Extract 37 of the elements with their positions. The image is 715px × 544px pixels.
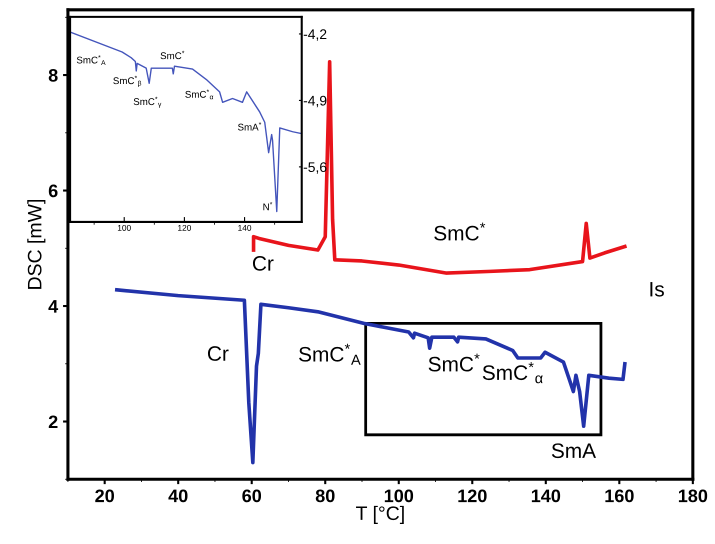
- x-axis-title: T [°C]: [356, 506, 404, 524]
- y-tick-label: 8: [48, 68, 58, 82]
- annotation: SmC$^{*}$$_{β}$: [113, 76, 142, 88]
- annotation: SmC$^{*}$: [160, 50, 184, 60]
- annotation: Cr: [252, 256, 274, 271]
- line-series: [115, 288, 627, 464]
- y-tick-label: 2: [48, 415, 58, 428]
- x-tick-label: 120: [178, 224, 192, 231]
- annotation: SmC$^{*}$$_{γ}$: [134, 96, 162, 108]
- annotation: Cr: [208, 346, 229, 361]
- annotation: SmC$^{*}$: [428, 354, 480, 372]
- x-tick-label: 120: [458, 489, 487, 502]
- y-tick-label: -4,9: [304, 96, 326, 108]
- annotation: SmC$^{*}$$_{A}$: [76, 55, 106, 65]
- x-tick-label: 140: [532, 489, 560, 502]
- x-tick-label: 140: [238, 224, 252, 231]
- x-tick-label: 100: [118, 224, 131, 231]
- y-tick-label: 4: [48, 300, 58, 313]
- annotation: SmC$^{*}$$_{α}$: [482, 362, 543, 384]
- annotation: N$^{*}$: [263, 202, 272, 210]
- annotation: SmA$^{*}$: [238, 122, 262, 131]
- y-axis-title: DSC [mW]: [27, 200, 46, 289]
- x-tick-label: 160: [605, 489, 634, 502]
- annotation: SmC$^{*}$: [434, 222, 486, 241]
- annotation: Is: [650, 282, 664, 297]
- x-tick-label: 20: [95, 489, 114, 502]
- y-tick-label: 6: [48, 184, 58, 198]
- line-series: [70, 31, 302, 212]
- annotation: SmC$^{*}$$_{A}$: [299, 344, 361, 365]
- y-tick-label: -4,2: [304, 29, 326, 41]
- annotation: SmC$^{*}$$_{α}$: [185, 89, 214, 100]
- x-tick-label: 40: [168, 489, 188, 502]
- x-tick-label: 80: [316, 489, 335, 502]
- x-tick-label: 180: [678, 489, 708, 502]
- x-tick-label: 60: [242, 489, 262, 502]
- x-tick-label: 100: [384, 489, 414, 502]
- annotation: SmA: [552, 443, 596, 458]
